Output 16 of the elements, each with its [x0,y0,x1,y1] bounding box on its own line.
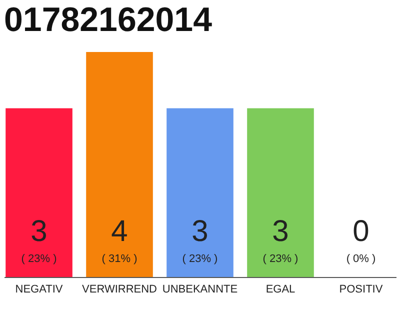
x-tick-label: POSITIV [339,284,384,296]
data-label: 4 [111,215,128,248]
annotation: ( 0% ) [346,253,376,265]
x-tick-label: UNBEKANNTE [162,284,238,296]
data-label: 3 [192,215,208,248]
chart-title: 01782162014 [4,1,212,39]
annotation: ( 23% ) [21,253,57,265]
annotation: ( 23% ) [262,253,298,265]
annotation: ( 31% ) [102,253,138,265]
data-label: 3 [30,215,48,248]
data-label: 3 [272,215,289,248]
data-label: 0 [352,215,370,248]
annotation: ( 23% ) [182,253,218,265]
x-tick-label: NEGATIV [15,284,64,296]
x-tick-label: VERWIRREND [82,284,158,296]
x-tick-label: EGAL [266,284,296,296]
